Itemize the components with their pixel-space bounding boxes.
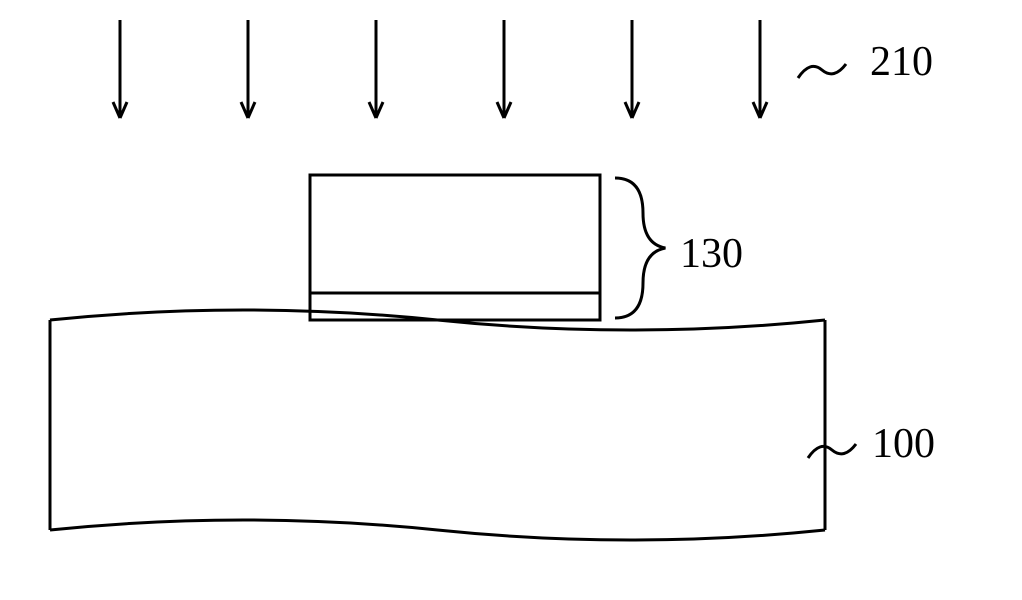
leader-100 (0, 0, 1022, 600)
label-100: 100 (872, 420, 935, 468)
figure-stage: 210 130 100 (0, 0, 1022, 600)
